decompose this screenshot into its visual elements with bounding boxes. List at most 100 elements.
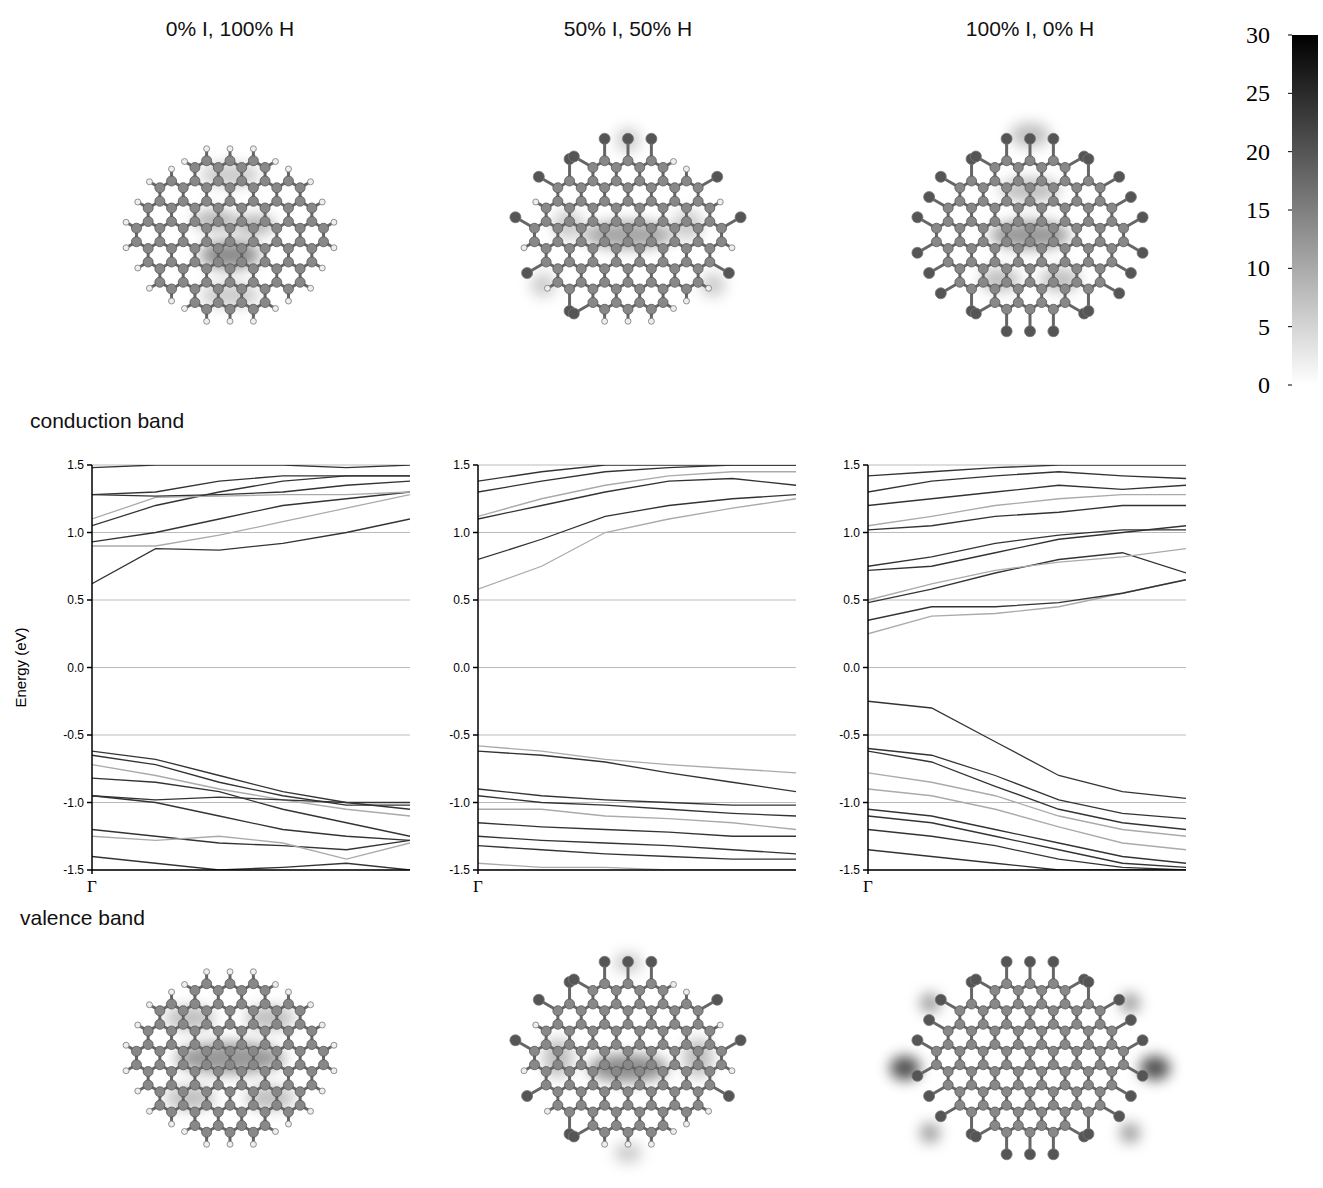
carbon-atom <box>553 223 563 233</box>
carbon-atom <box>260 1040 270 1050</box>
carbon-atom <box>202 156 212 166</box>
carbon-atom <box>611 1107 621 1117</box>
carbon-atom <box>658 217 668 227</box>
carbon-atom <box>1025 1087 1035 1097</box>
colorbar-label: 10 <box>1246 255 1270 281</box>
carbon-atom <box>576 1100 586 1110</box>
carbon-atom <box>1013 999 1023 1009</box>
carbon-atom <box>260 999 270 1009</box>
carbon-atom <box>295 277 305 287</box>
carbon-atom <box>272 264 282 274</box>
carbon-atom <box>283 257 293 267</box>
carbon-atom <box>553 1046 563 1056</box>
carbon-atom <box>1048 156 1058 166</box>
carbon-atom <box>693 1060 703 1070</box>
carbon-atom <box>565 217 575 227</box>
hydrogen-atom <box>602 318 608 324</box>
carbon-atom <box>990 986 1000 996</box>
bonds <box>515 962 740 1145</box>
carbon-atom <box>600 223 610 233</box>
hydrogen-atom <box>648 1141 654 1147</box>
carbon-atom <box>705 1080 715 1090</box>
grid-line <box>478 735 796 736</box>
grid-line <box>868 802 1186 803</box>
carbon-atom <box>705 203 715 213</box>
carbon-atom <box>1037 1040 1047 1050</box>
band-line <box>92 465 410 468</box>
carbon-atom <box>717 223 727 233</box>
carbon-atom <box>155 1046 165 1056</box>
carbon-atom <box>1095 1087 1105 1097</box>
carbon-atom <box>955 1060 965 1070</box>
hydrogen-atom <box>706 285 712 291</box>
carbon-atom <box>717 237 727 247</box>
carbon-atom <box>283 1026 293 1036</box>
tick-label: 0.5 <box>453 593 470 607</box>
carbon-atom <box>1060 1107 1070 1117</box>
carbon-atom <box>260 1026 270 1036</box>
carbon-atom <box>213 1080 223 1090</box>
carbon-atom <box>1107 1067 1117 1077</box>
carbon-atom <box>658 176 668 186</box>
carbon-atom <box>565 203 575 213</box>
atoms <box>123 969 337 1148</box>
carbon-atom <box>237 999 247 1009</box>
carbon-atom <box>693 183 703 193</box>
carbon-atom <box>705 244 715 254</box>
carbon-atom <box>155 237 165 247</box>
band-line <box>868 553 1186 603</box>
density-blob <box>920 1123 940 1143</box>
carbon-atom <box>1083 1107 1093 1117</box>
hydrogen-atom <box>625 318 631 324</box>
carbon-atom <box>283 203 293 213</box>
carbon-atom <box>576 1019 586 1029</box>
carbon-atom <box>529 237 539 247</box>
carbon-atom <box>1002 1006 1012 1016</box>
carbon-atom <box>681 1107 691 1117</box>
tick-label: 1.5 <box>453 458 470 472</box>
carbon-atom <box>213 986 223 996</box>
carbon-atom <box>178 183 188 193</box>
carbon-atom <box>978 1006 988 1016</box>
carbon-atom <box>260 163 270 173</box>
panel-title: 50% I, 50% H <box>564 17 692 40</box>
carbon-atom <box>990 1107 1000 1117</box>
carbon-atom <box>260 257 270 267</box>
carbon-atom <box>576 223 586 233</box>
carbon-atom <box>213 284 223 294</box>
carbon-atom <box>990 176 1000 186</box>
carbon-atom <box>635 163 645 173</box>
iodine-atom <box>623 133 634 144</box>
y-axis <box>867 465 869 870</box>
carbon-atom <box>272 237 282 247</box>
carbon-atom <box>635 1107 645 1117</box>
carbon-atom <box>705 257 715 267</box>
carbon-atom <box>553 183 563 193</box>
hydrogen-atom <box>250 318 256 324</box>
colorbar-label: 15 <box>1246 197 1270 223</box>
carbon-atom <box>155 1006 165 1016</box>
band-line <box>478 789 796 805</box>
carbon-atom <box>623 1006 633 1016</box>
hydrogen-atom <box>729 245 735 251</box>
carbon-atom <box>213 163 223 173</box>
carbon-atom <box>1013 298 1023 308</box>
iodine-atom <box>970 1131 981 1142</box>
carbon-atom <box>1060 1067 1070 1077</box>
carbon-atom <box>978 196 988 206</box>
carbon-atom <box>635 1067 645 1077</box>
carbon-atom <box>213 176 223 186</box>
carbon-atom <box>1060 298 1070 308</box>
iodine-atom <box>723 268 734 279</box>
carbon-atom <box>167 217 177 227</box>
carbon-atom <box>190 1067 200 1077</box>
band-line <box>868 465 1186 476</box>
carbon-atom <box>167 1107 177 1117</box>
carbon-atom <box>225 156 235 166</box>
tick-label: 0.5 <box>67 593 84 607</box>
carbon-atom <box>1037 257 1047 267</box>
carbon-atom <box>658 203 668 213</box>
band-line <box>92 765 410 816</box>
iodine-atom <box>1125 1015 1136 1026</box>
x-axis <box>92 869 410 871</box>
